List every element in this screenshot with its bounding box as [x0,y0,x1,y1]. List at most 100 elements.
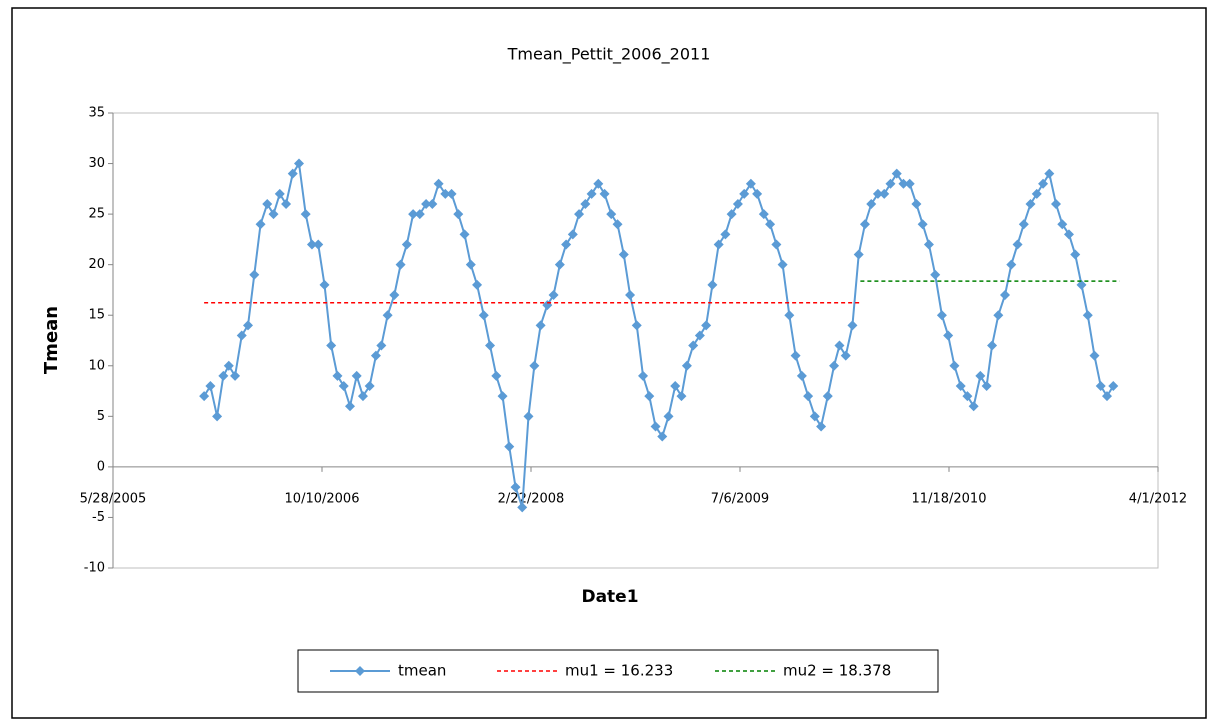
point [395,259,406,270]
point [218,370,229,381]
point [936,310,947,321]
point [765,219,776,230]
point [923,239,934,250]
point [364,381,375,391]
point [517,502,528,513]
point [752,188,763,199]
point [472,279,483,290]
point [465,259,476,270]
point [943,330,954,341]
point [688,340,699,351]
point [866,199,877,209]
point [281,199,292,209]
point [676,391,687,402]
point [993,310,1004,321]
point [879,188,890,199]
point [987,340,998,351]
y-axis-label: Tmean [41,306,62,374]
point [847,320,858,331]
point [840,350,851,361]
point [694,330,705,341]
point [421,199,432,209]
point [638,370,649,381]
point [803,391,814,402]
point [981,381,992,391]
point [1089,350,1100,361]
y-tick-label: -10 [84,561,105,576]
point [625,290,636,300]
point [574,209,585,220]
point [1038,178,1049,189]
x-tick-label: 7/6/2009 [711,491,769,506]
point [205,381,216,391]
x-tick-label: 4/1/2012 [1129,491,1187,506]
x-tick-label: 11/18/2010 [912,491,987,506]
point [338,381,349,391]
point [955,381,966,391]
point [1006,259,1017,270]
legend-box [297,649,939,693]
point [287,168,298,179]
point [1076,279,1087,290]
point [1102,391,1113,402]
point [300,209,311,220]
point [1018,219,1029,230]
y-tick-label: -5 [92,510,105,525]
y-tick-label: 15 [88,308,105,323]
point [758,209,769,220]
point [898,178,909,189]
point [834,340,845,351]
point [739,188,750,199]
point [670,381,681,391]
chart-title: Tmean_Pettit_2006_2011 [507,45,711,65]
y-tick-label: 25 [88,207,105,222]
point [345,401,356,412]
point [644,391,655,402]
point [790,350,801,361]
point [497,391,508,402]
y-tick-label: 0 [97,459,105,474]
point [777,259,788,270]
point [1070,249,1081,260]
point [554,259,565,270]
x-tick-label: 2/22/2008 [498,491,565,506]
point [294,158,305,169]
point [401,239,412,250]
point [485,340,496,351]
point [427,199,438,209]
point [510,482,521,493]
point [606,209,617,220]
point [949,360,960,371]
point [1095,381,1106,391]
point [1108,381,1119,391]
point [1031,188,1042,199]
point [859,219,870,230]
x-axis-label: Date1 [581,587,638,607]
point [968,401,979,412]
point [274,188,285,199]
point [612,219,623,230]
point [268,209,279,220]
point [1063,229,1074,240]
y-tick-label: 20 [88,257,105,272]
point [580,199,591,209]
point [376,340,387,351]
point [440,188,451,199]
point [1044,168,1055,179]
y-tick-label: 5 [97,409,105,424]
point [1025,199,1036,209]
point [459,229,470,240]
point [809,411,820,422]
point [599,188,610,199]
point [548,290,559,300]
point [930,269,941,280]
point [504,441,515,452]
point [618,249,629,260]
point [784,310,795,321]
legend-marker [355,666,365,676]
point [212,411,223,422]
point [707,279,718,290]
point [243,320,254,331]
